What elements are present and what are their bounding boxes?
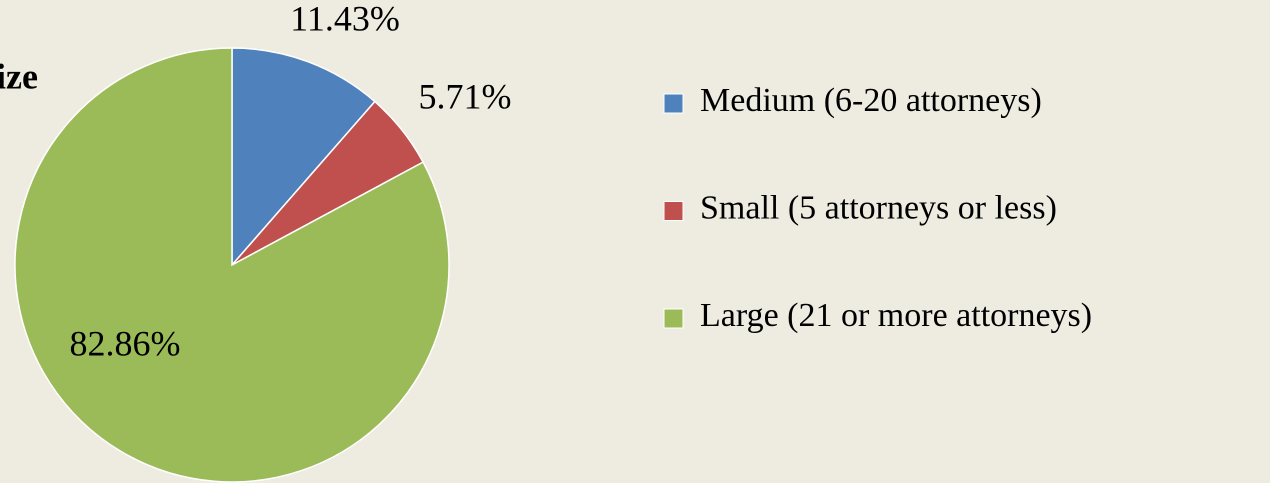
data-label: 11.43% — [290, 0, 400, 38]
legend-label: Large (21 or more attorneys) — [700, 297, 1092, 334]
data-label: 82.86% — [70, 323, 181, 363]
legend-label: Small (5 attorneys or less) — [700, 189, 1057, 226]
data-label: 5.71% — [419, 76, 512, 116]
pie-slice — [231, 47, 376, 267]
legend-label: Medium (6-20 attorneys) — [700, 82, 1042, 119]
legend-marker — [663, 201, 684, 221]
legend-marker — [663, 308, 684, 329]
chart-title: ize — [0, 56, 38, 96]
legend-marker — [663, 93, 684, 114]
pie-slice — [14, 47, 450, 483]
